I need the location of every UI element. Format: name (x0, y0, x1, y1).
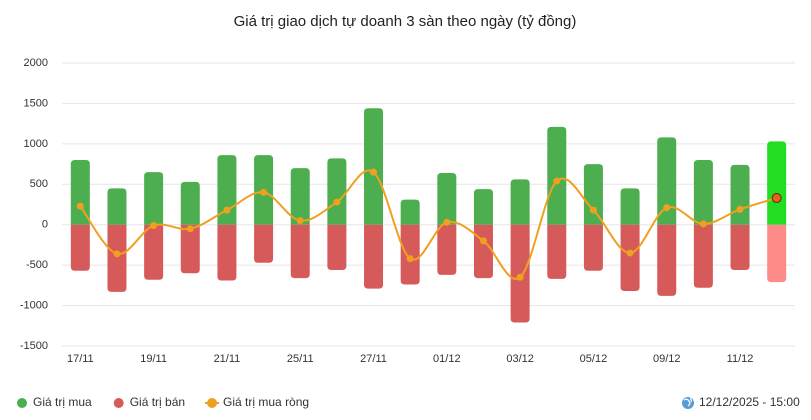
y-tick-label: 500 (30, 178, 48, 190)
y-tick-label: 1500 (24, 97, 48, 109)
y-tick-label: -1000 (20, 299, 48, 311)
y-tick-label: 1000 (24, 138, 48, 150)
bar (217, 224, 237, 281)
line-point (516, 273, 524, 281)
bar (437, 172, 457, 225)
bar (180, 181, 200, 225)
bar (693, 224, 713, 288)
bar (730, 164, 750, 225)
bar (70, 224, 90, 271)
bar (400, 224, 420, 285)
x-tick-label: 09/12 (653, 353, 681, 365)
bar (620, 188, 640, 225)
bar (730, 224, 750, 270)
x-tick-label: 03/12 (506, 353, 534, 365)
bar (400, 199, 420, 225)
legend-marker (17, 398, 27, 408)
bar (327, 158, 347, 225)
y-tick-label: 0 (42, 219, 48, 231)
bar (657, 224, 677, 296)
x-tick-label: 05/12 (580, 353, 608, 365)
bar (620, 224, 640, 292)
x-tick-label: 11/12 (727, 353, 754, 365)
bar (510, 224, 530, 323)
bar (70, 160, 90, 225)
x-tick-label: 17/11 (67, 353, 94, 365)
x-tick-label: 25/11 (287, 353, 314, 365)
line-point (736, 205, 744, 213)
legend-label: Giá trị mua ròng (223, 395, 309, 409)
line-point (443, 218, 451, 226)
line-point (113, 250, 121, 258)
chart-title: Giá trị giao dịch tự doanh 3 sàn theo ng… (234, 13, 577, 30)
line-point (150, 222, 158, 230)
bar (547, 224, 567, 279)
line-point (699, 220, 707, 228)
bar (510, 179, 530, 225)
bar (583, 164, 603, 225)
legend-marker (207, 398, 218, 408)
line-point (589, 206, 597, 214)
line-point (370, 168, 378, 176)
line-point (406, 255, 414, 263)
bar (473, 224, 493, 279)
bar (364, 108, 384, 225)
legend-label: Giá trị bán (130, 395, 185, 409)
legend-label: Giá trị mua (33, 395, 92, 409)
y-tick-label: 2000 (24, 57, 48, 69)
bar (364, 224, 384, 289)
bar (767, 224, 787, 283)
bar (547, 126, 567, 225)
bar (107, 188, 127, 225)
line (79, 169, 777, 280)
bar (290, 168, 310, 225)
x-tick-label: 19/11 (140, 353, 167, 365)
bar (107, 224, 127, 292)
bar (657, 137, 677, 225)
line-point (76, 202, 84, 210)
bar (583, 224, 603, 271)
bar (693, 160, 713, 225)
line-point (333, 198, 341, 206)
bar (180, 224, 200, 274)
line-point (771, 193, 782, 204)
bar (144, 224, 164, 280)
line-point (223, 206, 231, 214)
bar (144, 172, 164, 225)
timestamp: 12/12/2025 - 15:00 (699, 395, 800, 409)
bar (290, 224, 310, 279)
x-tick-label: 27/11 (360, 353, 387, 365)
line-point (626, 249, 634, 257)
bar (327, 224, 347, 270)
y-tick-label: -1500 (20, 340, 48, 352)
line-point (479, 237, 487, 245)
timestamp-icon (682, 397, 694, 409)
line-point (296, 217, 304, 225)
x-tick-label: 01/12 (433, 353, 461, 365)
bar (437, 224, 457, 275)
line-point (663, 204, 671, 212)
y-tick-label: -500 (26, 259, 48, 271)
legend-marker (113, 398, 124, 408)
line-point (260, 188, 268, 196)
bar (767, 141, 787, 225)
line-point (186, 225, 194, 233)
x-tick-label: 21/11 (214, 353, 241, 365)
bar (254, 224, 274, 263)
line-point (553, 177, 561, 185)
bar (473, 189, 493, 225)
